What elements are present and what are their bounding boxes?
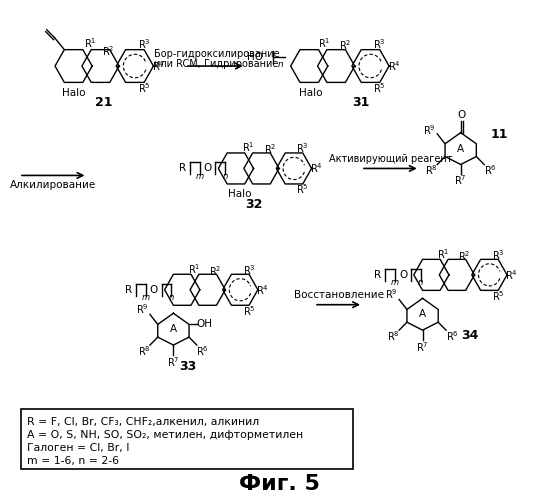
Text: Halo: Halo [228,190,252,200]
Text: или RCM, Гидрирование: или RCM, Гидрирование [154,59,279,69]
Text: A: A [457,144,464,154]
Text: R$^8$: R$^8$ [138,344,150,358]
Text: n: n [169,293,174,302]
Text: HO: HO [247,52,263,62]
Text: R$^7$: R$^7$ [167,355,180,369]
Text: R$^3$: R$^3$ [296,142,309,156]
Text: R$^3$: R$^3$ [374,38,386,51]
Text: n: n [223,172,228,181]
Text: R$^5$: R$^5$ [374,81,386,95]
Text: Восстановление: Восстановление [294,290,383,300]
Text: Алкилирование: Алкилирование [10,180,96,190]
Text: R$^3$: R$^3$ [242,263,255,277]
Text: m: m [196,172,204,181]
Text: R$^3$: R$^3$ [492,248,505,262]
Text: Halo: Halo [299,88,323,98]
Text: Галоген = Cl, Br, I: Галоген = Cl, Br, I [27,443,129,453]
Text: O: O [399,270,407,280]
Text: R = F, Cl, Br, CF₃, CHF₂,алкенил, алкинил: R = F, Cl, Br, CF₃, CHF₂,алкенил, алкини… [27,417,259,427]
Text: R$^6$: R$^6$ [484,164,496,177]
Text: 21: 21 [95,96,113,110]
Text: O: O [150,285,158,295]
Text: A = O, S, NH, SO, SO₂, метилен, дифторметилен: A = O, S, NH, SO, SO₂, метилен, дифторме… [27,430,303,440]
Text: R$^5$: R$^5$ [138,81,150,95]
Text: R$^3$: R$^3$ [138,38,150,51]
Text: Halo: Halo [62,88,85,98]
Text: 33: 33 [179,360,196,374]
Bar [21,409,353,469]
Text: R$^4$: R$^4$ [310,162,323,175]
Text: 32: 32 [245,198,262,211]
Text: Фиг. 5: Фиг. 5 [240,474,320,494]
Text: R$^8$: R$^8$ [387,329,399,343]
Text: m: m [391,278,399,287]
Text: m = 1-6, n = 2-6: m = 1-6, n = 2-6 [27,456,119,466]
Text: A: A [170,324,177,334]
Text: R$^6$: R$^6$ [196,344,209,358]
Text: 11: 11 [491,128,509,141]
Text: Активирующий реагент: Активирующий реагент [328,154,452,164]
Text: 31: 31 [353,96,370,110]
Text: R$^4$: R$^4$ [505,268,518,282]
Text: R$^2$: R$^2$ [102,44,115,58]
Text: R$^4$: R$^4$ [152,59,165,73]
Text: R: R [125,285,132,295]
Text: Бор-гидроксилирование: Бор-гидроксилирование [154,49,279,59]
Text: R: R [179,164,186,173]
Text: R$^1$: R$^1$ [437,247,450,261]
Text: R$^1$: R$^1$ [318,36,330,50]
Text: OH: OH [197,320,213,330]
Text: O: O [203,164,212,173]
Text: R$^7$: R$^7$ [416,340,429,354]
Text: R$^2$: R$^2$ [339,38,352,52]
Text: n: n [418,278,423,287]
Text: R$^7$: R$^7$ [455,174,467,188]
Text: R$^2$: R$^2$ [458,249,470,263]
Text: R$^1$: R$^1$ [242,140,255,154]
Text: O: O [457,110,466,120]
Text: R$^1$: R$^1$ [84,36,96,50]
Text: R$^4$: R$^4$ [387,59,401,73]
Text: R$^5$: R$^5$ [296,182,309,196]
Text: n: n [278,60,284,69]
Text: R$^5$: R$^5$ [243,304,255,318]
Text: 34: 34 [461,328,479,342]
Text: R$^4$: R$^4$ [256,283,269,296]
Text: R$^9$: R$^9$ [136,302,148,316]
Text: R: R [374,270,381,280]
Text: m: m [142,293,150,302]
Text: R$^2$: R$^2$ [208,264,221,278]
Text: A: A [419,309,426,319]
Text: R$^9$: R$^9$ [385,288,398,302]
Text: R$^2$: R$^2$ [264,142,277,156]
Text: R$^9$: R$^9$ [423,123,436,137]
Text: R$^5$: R$^5$ [492,289,505,302]
Text: R$^8$: R$^8$ [425,164,437,177]
Text: R$^6$: R$^6$ [446,329,458,343]
Text: R$^1$: R$^1$ [188,262,201,276]
